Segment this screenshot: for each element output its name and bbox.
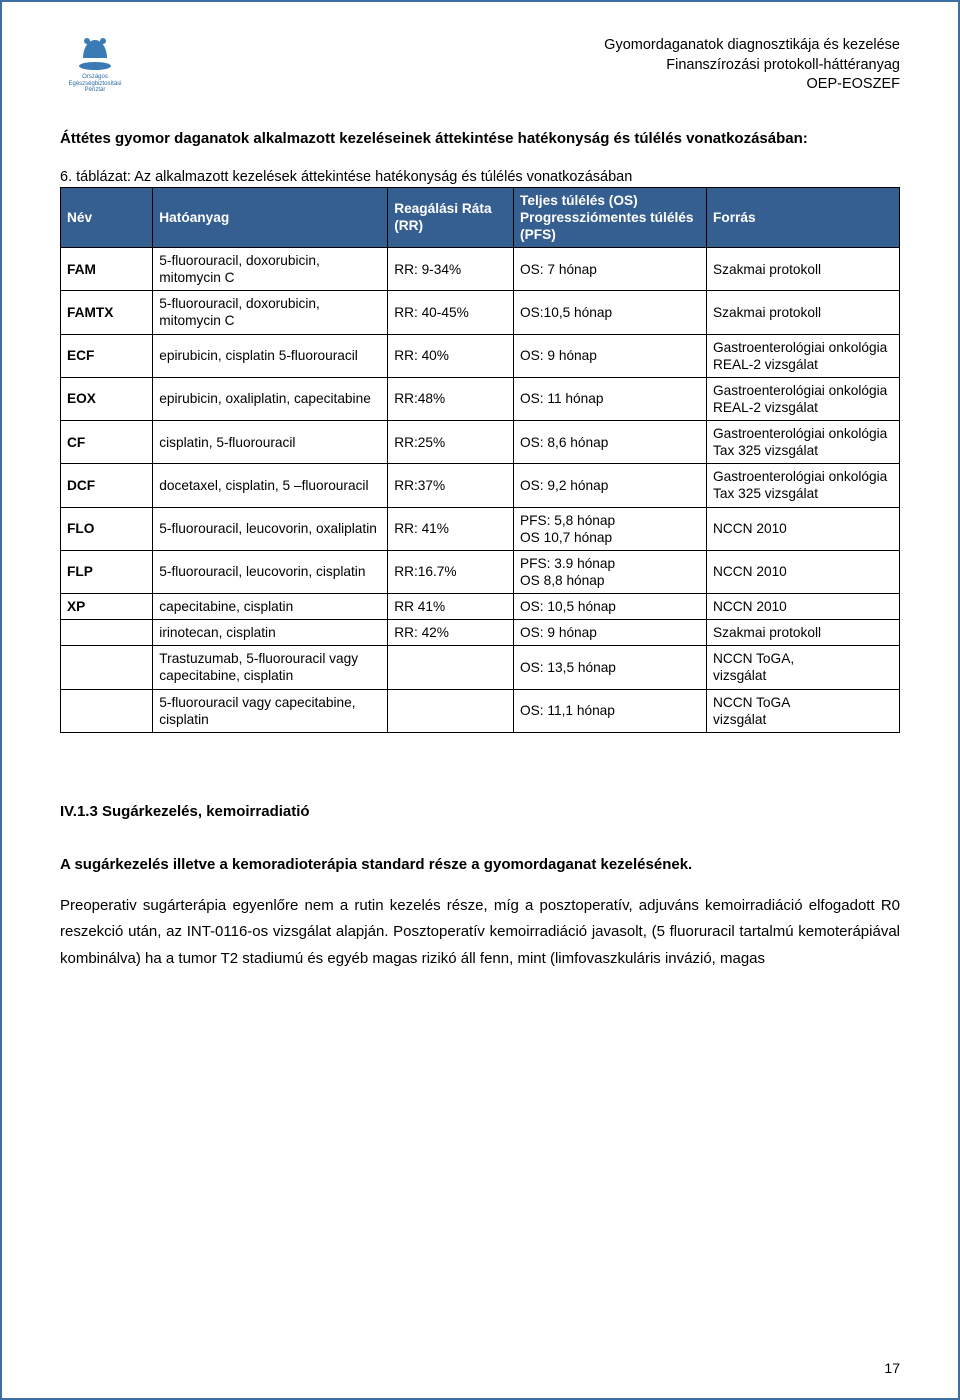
- table-cell: docetaxel, cisplatin, 5 –fluorouracil: [153, 464, 388, 507]
- table-cell: capecitabine, cisplatin: [153, 594, 388, 620]
- table-cell: irinotecan, cisplatin: [153, 620, 388, 646]
- page: Országos Egészségbiztosítási Pénztár Gyo…: [0, 0, 960, 1400]
- page-header: Országos Egészségbiztosítási Pénztár Gyo…: [60, 36, 900, 95]
- table-row: FAM5-fluorouracil, doxorubicin, mitomyci…: [61, 248, 900, 291]
- table-cell: PFS: 3.9 hónapOS 8,8 hónap: [514, 550, 707, 593]
- table-row: FLO5-fluorouracil, leucovorin, oxaliplat…: [61, 507, 900, 550]
- table-cell: [388, 689, 514, 732]
- table-cell: RR: 41%: [388, 507, 514, 550]
- table-cell: NCCN 2010: [707, 594, 900, 620]
- table-cell: FLP: [61, 550, 153, 593]
- para1-bold: A sugárkezelés illetve a kemoradioterápi…: [60, 856, 692, 873]
- table-caption: 6. táblázat: Az alkalmazott kezelések át…: [60, 169, 900, 185]
- table-cell: 5-fluorouracil vagy capecitabine, cispla…: [153, 689, 388, 732]
- table-cell: OS: 11,1 hónap: [514, 689, 707, 732]
- header-text: Gyomordaganatok diagnosztikája és kezelé…: [604, 36, 900, 95]
- table-cell: NCCN ToGA,vizsgálat: [707, 646, 900, 689]
- table-cell: 5-fluorouracil, leucovorin, oxaliplatin: [153, 507, 388, 550]
- table-cell: [61, 646, 153, 689]
- table-cell: Gastroenterológiai onkológia Tax 325 viz…: [707, 464, 900, 507]
- table-cell: Szakmai protokoll: [707, 620, 900, 646]
- treatments-table: Név Hatóanyag Reagálási Ráta (RR) Teljes…: [60, 187, 900, 733]
- table-cell: RR: 40%: [388, 334, 514, 377]
- table-cell: [388, 646, 514, 689]
- table-body: FAM5-fluorouracil, doxorubicin, mitomyci…: [61, 248, 900, 733]
- table-cell: Szakmai protokoll: [707, 248, 900, 291]
- table-row: EOXepirubicin, oxaliplatin, capecitabine…: [61, 377, 900, 420]
- table-row: DCFdocetaxel, cisplatin, 5 –fluorouracil…: [61, 464, 900, 507]
- table-cell: PFS: 5,8 hónapOS 10,7 hónap: [514, 507, 707, 550]
- table-cell: ECF: [61, 334, 153, 377]
- table-cell: cisplatin, 5-fluorouracil: [153, 421, 388, 464]
- header-line-3: OEP-EOSZEF: [604, 75, 900, 95]
- table-cell: CF: [61, 421, 153, 464]
- table-cell: EOX: [61, 377, 153, 420]
- table-cell: DCF: [61, 464, 153, 507]
- table-row: ECFepirubicin, cisplatin 5-fluorouracilR…: [61, 334, 900, 377]
- logo-caption: Országos Egészségbiztosítási Pénztár: [60, 74, 130, 94]
- table-cell: OS: 10,5 hónap: [514, 594, 707, 620]
- table-cell: epirubicin, oxaliplatin, capecitabine: [153, 377, 388, 420]
- table-cell: OS: 9,2 hónap: [514, 464, 707, 507]
- oep-logo-icon: [73, 36, 117, 72]
- th-rr: Reagálási Ráta (RR): [388, 187, 514, 247]
- table-cell: [61, 620, 153, 646]
- table-row: irinotecan, cisplatinRR: 42%OS: 9 hónapS…: [61, 620, 900, 646]
- page-number: 17: [884, 1360, 900, 1376]
- table-cell: FAM: [61, 248, 153, 291]
- table-cell: [61, 689, 153, 732]
- th-source: Forrás: [707, 187, 900, 247]
- table-cell: RR: 9-34%: [388, 248, 514, 291]
- table-cell: NCCN 2010: [707, 507, 900, 550]
- table-row: XPcapecitabine, cisplatinRR 41%OS: 10,5 …: [61, 594, 900, 620]
- table-cell: OS:10,5 hónap: [514, 291, 707, 334]
- intro-paragraph: Áttétes gyomor daganatok alkalmazott kez…: [60, 127, 900, 151]
- table-cell: Gastroenterológiai onkológia REAL-2 vizs…: [707, 334, 900, 377]
- table-cell: Trastuzumab, 5-fluorouracil vagy capecit…: [153, 646, 388, 689]
- table-row: Trastuzumab, 5-fluorouracil vagy capecit…: [61, 646, 900, 689]
- table-cell: RR:16.7%: [388, 550, 514, 593]
- table-row: CFcisplatin, 5-fluorouracilRR:25%OS: 8,6…: [61, 421, 900, 464]
- intro-bold: Áttétes gyomor daganatok alkalmazott kez…: [60, 130, 808, 147]
- table-cell: RR:48%: [388, 377, 514, 420]
- table-cell: 5-fluorouracil, leucovorin, cisplatin: [153, 550, 388, 593]
- table-cell: OS: 11 hónap: [514, 377, 707, 420]
- section-para-1: A sugárkezelés illetve a kemoradioterápi…: [60, 852, 900, 878]
- table-cell: Szakmai protokoll: [707, 291, 900, 334]
- table-cell: 5-fluorouracil, doxorubicin, mitomycin C: [153, 291, 388, 334]
- th-agent: Hatóanyag: [153, 187, 388, 247]
- section-para-2: Preoperativ sugárterápia egyenlőre nem a…: [60, 893, 900, 972]
- table-row: 5-fluorouracil vagy capecitabine, cispla…: [61, 689, 900, 732]
- header-line-1: Gyomordaganatok diagnosztikája és kezelé…: [604, 36, 900, 56]
- table-cell: NCCN ToGAvizsgálat: [707, 689, 900, 732]
- table-cell: FLO: [61, 507, 153, 550]
- header-line-2: Finanszírozási protokoll-háttéranyag: [604, 56, 900, 76]
- logo-block: Országos Egészségbiztosítási Pénztár: [60, 36, 130, 94]
- table-header-row: Név Hatóanyag Reagálási Ráta (RR) Teljes…: [61, 187, 900, 247]
- table-cell: RR:37%: [388, 464, 514, 507]
- table-cell: 5-fluorouracil, doxorubicin, mitomycin C: [153, 248, 388, 291]
- table-row: FLP5-fluorouracil, leucovorin, cisplatin…: [61, 550, 900, 593]
- table-cell: OS: 8,6 hónap: [514, 421, 707, 464]
- table-cell: OS: 7 hónap: [514, 248, 707, 291]
- table-cell: RR:25%: [388, 421, 514, 464]
- section-heading: IV.1.3 Sugárkezelés, kemoirradiatió: [60, 803, 900, 820]
- table-cell: RR: 42%: [388, 620, 514, 646]
- table-cell: RR: 40-45%: [388, 291, 514, 334]
- table-cell: OS: 9 hónap: [514, 334, 707, 377]
- table-cell: Gastroenterológiai onkológia Tax 325 viz…: [707, 421, 900, 464]
- table-cell: Gastroenterológiai onkológia REAL-2 vizs…: [707, 377, 900, 420]
- table-cell: NCCN 2010: [707, 550, 900, 593]
- table-cell: XP: [61, 594, 153, 620]
- table-row: FAMTX5-fluorouracil, doxorubicin, mitomy…: [61, 291, 900, 334]
- th-name: Név: [61, 187, 153, 247]
- th-os-pfs: Teljes túlélés (OS) Progressziómentes tú…: [514, 187, 707, 247]
- table-cell: OS: 9 hónap: [514, 620, 707, 646]
- table-cell: FAMTX: [61, 291, 153, 334]
- table-cell: epirubicin, cisplatin 5-fluorouracil: [153, 334, 388, 377]
- table-cell: RR 41%: [388, 594, 514, 620]
- table-cell: OS: 13,5 hónap: [514, 646, 707, 689]
